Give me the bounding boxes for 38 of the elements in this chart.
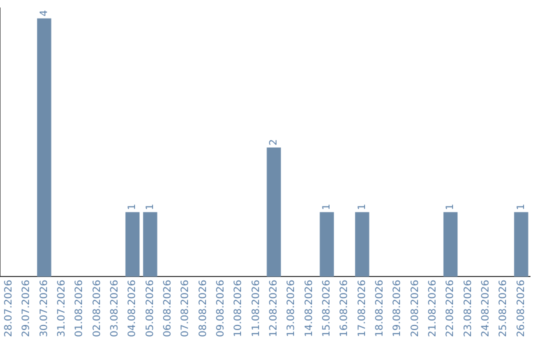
data-label: 1 [516, 204, 527, 210]
x-tick-label: 18.08.2026 [374, 280, 386, 338]
x-tick-label: 30.07.2026 [38, 280, 50, 338]
x-tick-label: 09.08.2026 [215, 280, 226, 338]
x-tick-label: 08.08.2026 [198, 280, 209, 338]
x-tick-label: 02.08.2026 [92, 280, 103, 338]
x-tick-label: 04.08.2026 [127, 280, 138, 338]
data-label: 1 [127, 204, 138, 210]
x-tick-label: 20.08.2026 [410, 280, 421, 338]
x-tick-label: 16.08.2026 [339, 280, 350, 338]
x-tick-label: 14.08.2026 [304, 280, 315, 338]
x-tick-label: 23.08.2026 [462, 280, 474, 338]
x-tick-label: 17.08.2026 [356, 280, 368, 338]
data-label: 1 [445, 204, 456, 210]
x-tick-label: 31.07.2026 [56, 280, 68, 338]
x-tick-label: 06.08.2026 [162, 280, 174, 338]
x-tick-label: 26.08.2026 [516, 280, 527, 338]
data-label: 1 [356, 204, 368, 210]
x-tick-label: 28.07.2026 [3, 280, 14, 338]
x-tick-label: 01.08.2026 [74, 280, 86, 338]
data-label: 2 [268, 139, 280, 146]
x-tick-label: 12.08.2026 [268, 280, 280, 338]
x-tick-label: 03.08.2026 [109, 280, 120, 338]
x-tick-label: 13.08.2026 [286, 280, 298, 338]
x-tick-label: 19.08.2026 [392, 280, 404, 338]
x-tick-label: 25.08.2026 [498, 280, 510, 338]
x-tick-label: 22.08.2026 [445, 280, 456, 338]
x-tick-label: 07.08.2026 [180, 280, 192, 338]
x-tick-label: 05.08.2026 [144, 280, 156, 338]
x-tick-label: 21.08.2026 [427, 280, 438, 338]
x-tick-label: 10.08.2026 [233, 280, 244, 338]
x-tick-label: 15.08.2026 [321, 280, 332, 338]
data-label: 4 [38, 10, 50, 16]
data-label: 1 [144, 204, 156, 210]
x-tick-label: 11.08.2026 [250, 280, 262, 338]
x-tick-label: 24.08.2026 [480, 280, 492, 338]
x-tick-label: 29.07.2026 [21, 280, 32, 338]
data-label: 1 [321, 204, 332, 210]
